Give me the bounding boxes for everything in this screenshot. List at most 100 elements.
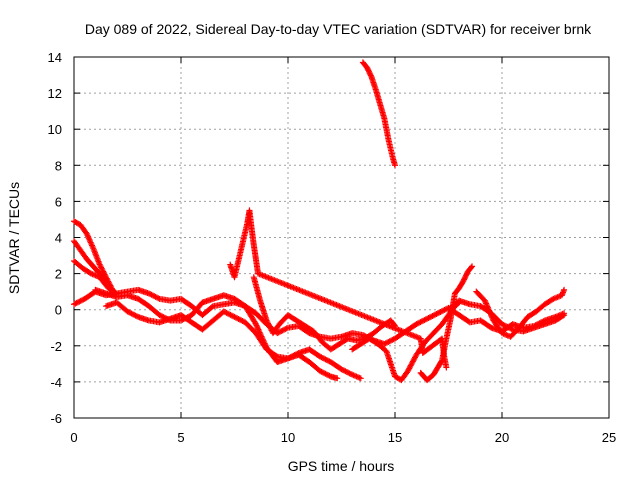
data-point: [428, 313, 435, 320]
data-point: [71, 301, 77, 308]
data-point: [507, 325, 514, 332]
data-point: [279, 327, 286, 334]
x-tick-label: 15: [388, 430, 402, 445]
data-point: [381, 340, 388, 347]
data-point: [273, 352, 280, 359]
data-point: [321, 370, 328, 377]
data-point: [429, 313, 436, 320]
series-spikes: [227, 207, 450, 371]
y-tick-label: 0: [55, 303, 62, 318]
data-point: [72, 300, 79, 307]
data-point: [276, 328, 283, 335]
data-point: [323, 357, 330, 364]
data-point: [255, 326, 262, 333]
data-point: [347, 371, 354, 378]
data-point: [432, 311, 439, 318]
data-point: [252, 321, 259, 328]
data-point: [420, 317, 427, 324]
data-point: [148, 291, 155, 298]
y-axis-label: SDTVAR / TECUs: [6, 182, 22, 294]
data-point: [357, 375, 364, 382]
data-point: [392, 162, 398, 169]
data-point: [417, 319, 424, 326]
data-point: [227, 311, 234, 318]
data-point: [433, 310, 440, 317]
data-point: [443, 364, 450, 371]
data-point: [124, 308, 131, 315]
data-point: [235, 315, 242, 322]
data-point: [155, 295, 162, 302]
data-point: [561, 286, 568, 293]
data-point: [437, 308, 444, 315]
data-point: [508, 325, 515, 332]
data-point: [385, 338, 392, 345]
x-tick-label: 10: [281, 430, 295, 445]
data-point: [208, 304, 215, 311]
data-point: [226, 311, 233, 318]
series-track-3: [71, 257, 120, 297]
data-point: [153, 294, 160, 301]
data-point: [317, 353, 324, 360]
data-point: [125, 309, 132, 316]
data-point: [339, 366, 346, 373]
data-point: [414, 320, 421, 327]
data-point: [430, 312, 437, 319]
axis-ticks: 0 5 10 15 20 25 -6 -4 -2 0 2 4 6 8 10 12 14: [48, 50, 617, 445]
data-point: [222, 309, 229, 316]
data-point: [253, 322, 260, 329]
data-point: [178, 317, 184, 324]
data-point: [77, 297, 84, 304]
data-point: [338, 366, 345, 373]
data-point: [559, 312, 566, 319]
y-tick-label: 14: [48, 50, 62, 65]
data-point: [421, 317, 428, 324]
data-point: [322, 356, 329, 363]
data-point: [275, 329, 282, 336]
data-point: [343, 368, 350, 375]
data-point: [79, 297, 86, 304]
y-tick-label: -6: [50, 411, 62, 426]
data-point: [367, 72, 374, 79]
data-point: [325, 357, 332, 364]
data-point: [231, 313, 238, 320]
data-point: [346, 370, 353, 377]
data-point: [238, 317, 245, 324]
x-tick-label: 0: [70, 430, 77, 445]
data-point: [549, 296, 556, 303]
data-point: [501, 322, 508, 329]
data-point: [319, 354, 326, 361]
data-point: [220, 308, 227, 315]
data-point: [230, 313, 237, 320]
data-point: [254, 323, 261, 330]
data-point: [499, 321, 505, 328]
data-point: [156, 312, 163, 319]
series-track-6: [103, 299, 341, 382]
series-track-10: [445, 297, 568, 335]
data-point: [73, 299, 80, 306]
data-point: [224, 310, 231, 317]
y-tick-label: 6: [55, 194, 62, 209]
data-point: [254, 325, 261, 332]
y-tick-label: 12: [48, 86, 62, 101]
x-tick-label: 5: [177, 430, 184, 445]
series-track-12: [359, 59, 398, 169]
data-point: [317, 368, 324, 375]
data-point: [389, 336, 396, 343]
y-tick-label: -2: [50, 339, 62, 354]
data-point: [345, 369, 352, 376]
data-point: [256, 328, 263, 335]
data-point: [426, 314, 433, 321]
data-point: [239, 317, 246, 324]
data-point: [76, 298, 83, 305]
y-tick-label: 2: [55, 267, 62, 282]
data-point: [278, 328, 285, 335]
data-point: [413, 321, 420, 328]
data-markers: [71, 59, 568, 384]
data-point: [319, 369, 326, 376]
data-point: [469, 263, 476, 270]
data-point: [334, 375, 341, 382]
data-point: [326, 372, 333, 379]
data-point: [418, 318, 425, 325]
series-track-1: [71, 218, 116, 293]
